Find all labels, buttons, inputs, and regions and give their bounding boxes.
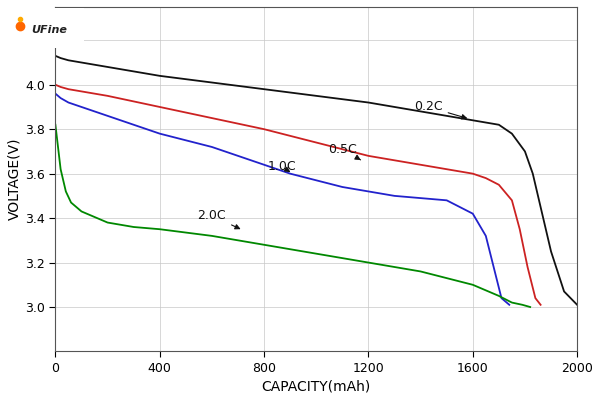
Text: 1.0C: 1.0C	[268, 160, 296, 174]
Text: UFine: UFine	[31, 25, 67, 35]
Y-axis label: VOLTAGE(V): VOLTAGE(V)	[7, 138, 21, 220]
FancyBboxPatch shape	[2, 6, 88, 50]
Text: 0.5C: 0.5C	[328, 143, 361, 160]
Text: 2.0C: 2.0C	[197, 209, 239, 229]
X-axis label: CAPACITY(mAh): CAPACITY(mAh)	[262, 379, 371, 393]
Text: 0.2C: 0.2C	[414, 100, 466, 119]
